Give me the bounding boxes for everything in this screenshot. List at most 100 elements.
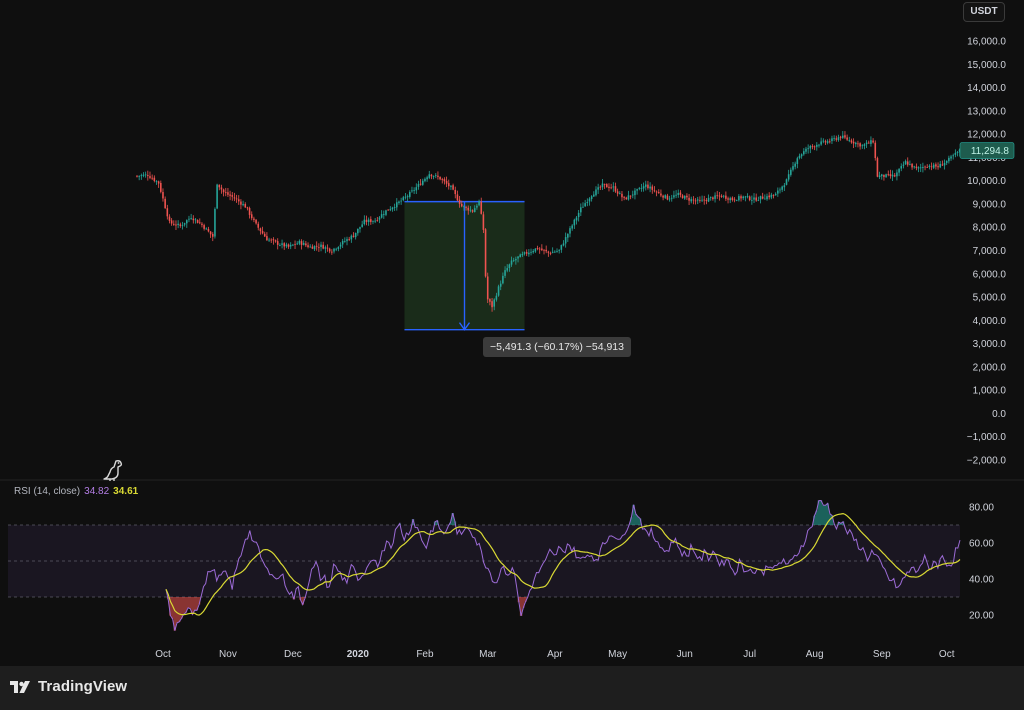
candle — [859, 142, 861, 150]
candle — [164, 196, 166, 209]
candle-body — [757, 199, 760, 201]
candle — [606, 183, 608, 188]
candle — [588, 197, 591, 206]
candle — [142, 172, 145, 178]
candle — [608, 183, 610, 192]
time-tick-label: Feb — [416, 649, 434, 660]
candle-body — [415, 187, 418, 191]
candle — [515, 256, 517, 265]
candle-body — [198, 222, 201, 224]
candle-body — [365, 219, 368, 222]
candle-body — [826, 141, 829, 143]
rsi-line — [165, 499, 961, 631]
candle-body — [188, 218, 190, 220]
rsi-legend[interactable]: RSI (14, close) 34.82 34.61 — [14, 486, 138, 497]
candle — [909, 160, 911, 166]
candle — [549, 251, 552, 256]
candle — [569, 226, 571, 238]
candle-body — [783, 185, 786, 188]
candle-body — [790, 169, 792, 175]
candle — [484, 228, 487, 278]
candle — [463, 205, 465, 211]
candle-body — [564, 237, 567, 244]
candle-body — [211, 233, 214, 237]
candle-body — [575, 217, 578, 221]
candle — [696, 196, 699, 205]
candle — [175, 220, 177, 231]
chart-frame[interactable]: 16,000.0 15,000.0 14,000.0 13,000.0 12,000.0… — [0, 0, 1024, 666]
candle-body — [393, 207, 396, 208]
candle — [861, 144, 864, 149]
time-tick-label: Apr — [547, 649, 563, 660]
currency-badge[interactable]: USDT — [963, 2, 1005, 22]
candle-body — [326, 247, 329, 249]
candle — [411, 186, 413, 193]
candle-body — [233, 197, 236, 199]
price-chart[interactable]: 16,000.0 15,000.0 14,000.0 13,000.0 12,000.0… — [0, 0, 1024, 666]
candle-body — [945, 160, 948, 163]
candle-body — [508, 264, 511, 269]
candle — [140, 173, 143, 180]
candle — [253, 216, 255, 223]
candle-body — [831, 138, 833, 142]
candle-body — [374, 220, 376, 222]
candle-body — [320, 244, 322, 247]
candle-body — [885, 174, 887, 178]
candle — [504, 266, 506, 279]
rsi-value: 34.82 — [84, 486, 110, 497]
candle-body — [250, 214, 253, 219]
candle-body — [694, 200, 697, 202]
candle-body — [307, 245, 309, 248]
candle-body — [480, 201, 483, 214]
candle-body — [411, 190, 413, 192]
candle-body — [841, 135, 844, 138]
candle — [205, 227, 208, 230]
candle-body — [872, 140, 874, 143]
candle-body — [631, 194, 634, 196]
candle-body — [859, 143, 861, 147]
candle — [320, 241, 322, 252]
candle — [603, 183, 606, 189]
candle-body — [584, 203, 586, 207]
candle — [820, 137, 822, 146]
candle-body — [302, 243, 305, 245]
candle-body — [599, 186, 602, 188]
candle-body — [328, 248, 331, 252]
candle — [690, 196, 693, 204]
candle — [506, 264, 509, 273]
candle — [179, 222, 182, 228]
candle-body — [426, 177, 428, 180]
candle-body — [229, 194, 231, 196]
candle — [454, 186, 457, 199]
price-tick-label: 6,000.0 — [973, 269, 1007, 280]
candle — [922, 162, 924, 173]
candle — [593, 191, 595, 198]
candle — [800, 153, 803, 159]
candle — [880, 173, 883, 180]
candle-body — [205, 228, 208, 230]
candle-body — [928, 165, 931, 168]
candle-body — [874, 142, 877, 159]
candle — [287, 243, 290, 249]
candle-body — [296, 243, 299, 245]
candle — [315, 241, 318, 251]
candle — [614, 182, 617, 193]
candle — [744, 195, 747, 202]
candle-body — [160, 183, 162, 192]
candle-body — [309, 246, 311, 248]
candle — [889, 169, 892, 179]
candle-body — [504, 270, 506, 276]
brand[interactable]: TradingView — [10, 678, 127, 695]
candle — [149, 171, 151, 180]
candle-body — [824, 141, 827, 143]
candle — [848, 136, 851, 143]
candle — [774, 192, 777, 196]
candle-body — [906, 161, 909, 165]
candle — [203, 223, 205, 231]
candle-body — [339, 244, 342, 247]
candle-body — [478, 201, 480, 206]
candle-body — [185, 220, 188, 224]
candle — [434, 173, 437, 179]
candle — [738, 194, 740, 202]
candle — [328, 247, 331, 254]
